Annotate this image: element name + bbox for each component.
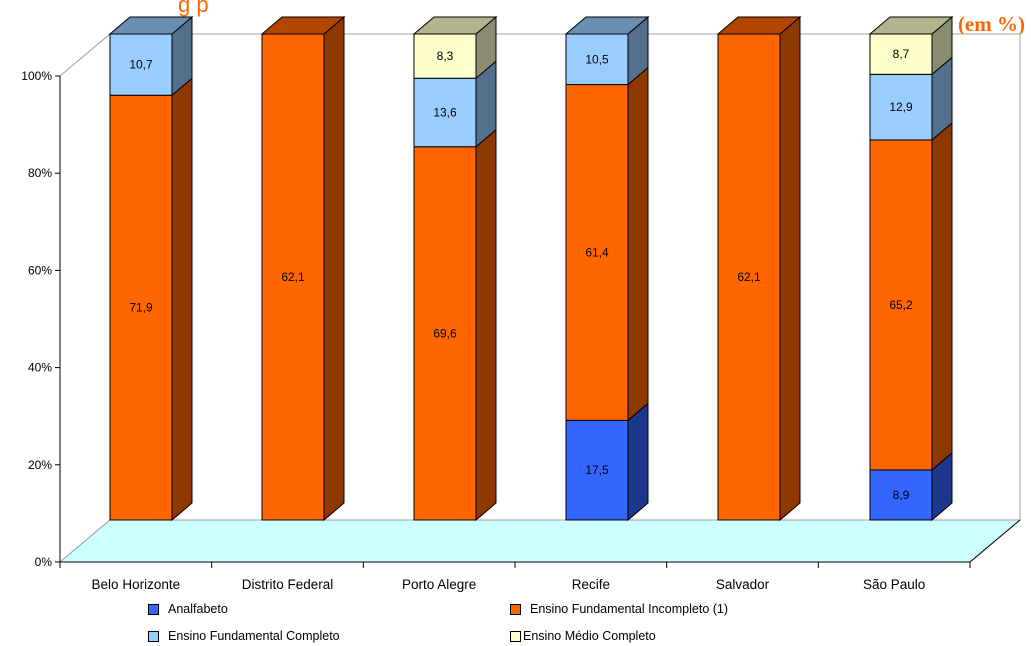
bar-segment-front (413, 77, 477, 148)
legend-swatch-fundamental-completo (148, 630, 159, 642)
bar-segment (108, 15, 194, 97)
bar-segment-top (260, 16, 346, 35)
data-label: 61,4 (585, 245, 609, 259)
y-tick-label: 40% (28, 361, 52, 375)
bar-segment (109, 77, 193, 522)
bar-segment-front (261, 33, 325, 521)
bar-segment (412, 15, 498, 80)
bar-segment (413, 128, 497, 522)
data-label: 8,9 (893, 488, 910, 502)
bar-segment-front (109, 94, 173, 521)
side-wall (59, 32, 111, 564)
bar-segment-side (779, 15, 801, 522)
bar-segment-top (108, 16, 194, 35)
legend-item-medio-completo: Ensino Médio Completo (510, 629, 656, 643)
x-axis-depth-line (969, 519, 1021, 563)
y-tick-label: 0% (35, 555, 53, 569)
chart-floor (58, 519, 1022, 563)
bar-segment (869, 121, 953, 472)
chart-title-fragment: g p (178, 0, 209, 17)
data-label: 8,3 (437, 49, 454, 63)
bar-segment-front (565, 419, 629, 521)
data-label: 65,2 (889, 298, 913, 312)
legend-swatch-fundamental-incompleto (510, 603, 521, 615)
bar-segment-side (323, 15, 345, 522)
bar-segment-front (869, 139, 933, 471)
chart-axes: 0% 20% 40% 60% 80% 100% Belo Horizonte Distrito… (21, 69, 1021, 592)
bar-segment (260, 15, 346, 522)
chart-bars (108, 15, 954, 522)
x-tick-label: Recife (572, 577, 610, 592)
x-tick-label: Distrito Federal (242, 577, 334, 592)
x-tick-label: São Paulo (863, 577, 925, 592)
bar-segment (413, 60, 497, 148)
bar-segment (716, 15, 802, 522)
data-label: 8,7 (893, 47, 910, 61)
bar-segment (869, 56, 953, 142)
chart-data-labels: 71,9 10,7 62,1 69,6 13,6 8,3 17,5 61,4 10,5 62,1 8… (129, 47, 913, 502)
bar-segment-side (475, 128, 497, 522)
unit-label: (em %) (957, 12, 1025, 36)
data-label: 10,5 (585, 52, 609, 66)
bar-segment-side (627, 402, 649, 522)
bar-segment-top (868, 16, 954, 35)
y-tick-label: 20% (28, 458, 52, 472)
bar-segment-front (413, 33, 477, 79)
legend-label-fundamental-completo: Ensino Fundamental Completo (168, 629, 340, 643)
data-label: 71,9 (129, 301, 153, 315)
x-tick-label: Salvador (716, 577, 770, 592)
data-label: 69,6 (433, 326, 457, 340)
bar-segment (565, 402, 649, 522)
legend-label-fundamental-incompleto: Ensino Fundamental Incompleto (1) (530, 602, 729, 616)
bar-segment-top (412, 16, 498, 35)
data-label: 13,6 (433, 105, 457, 119)
bar-segment-front (109, 33, 173, 96)
y-tick-label: 80% (28, 166, 52, 180)
bar-segment-top (716, 16, 802, 35)
bar-segment-side (627, 66, 649, 422)
bar-segment-front (413, 146, 477, 521)
legend-item-analfabeto: Analfabeto (148, 602, 228, 616)
bar-segment-side (171, 77, 193, 522)
legend-item-fundamental-completo: Ensino Fundamental Completo (148, 629, 340, 643)
bar-segment-top (564, 16, 650, 35)
legend-label-analfabeto: Analfabeto (168, 602, 228, 616)
data-label: 10,7 (129, 58, 153, 72)
data-label: 62,1 (737, 270, 761, 284)
legend-label-medio-completo: Ensino Médio Completo (523, 629, 656, 643)
bar-segment-front (869, 469, 933, 521)
legend-swatch-medio-completo (510, 630, 521, 642)
bar-segment (868, 15, 954, 76)
x-tick-label: Porto Alegre (402, 577, 476, 592)
data-label: 12,9 (889, 100, 913, 114)
data-label: 17,5 (585, 463, 609, 477)
y-tick-label: 100% (21, 69, 52, 83)
bar-segment (565, 66, 649, 422)
x-tick-label: Belo Horizonte (92, 577, 181, 592)
y-tick-label: 60% (28, 263, 52, 277)
bar-segment-side (931, 121, 953, 472)
bar-segment-front (717, 33, 781, 521)
stacked-bar-chart: 0% 20% 40% 60% 80% 100% Belo Horizonte Distrito… (21, 15, 1022, 592)
bar-segment (564, 15, 650, 86)
data-label: 62,1 (281, 270, 305, 284)
legend-item-fundamental-incompleto: Ensino Fundamental Incompleto (1) (510, 602, 728, 616)
bar-segment-front (565, 33, 629, 86)
legend-swatch-analfabeto (148, 603, 159, 615)
